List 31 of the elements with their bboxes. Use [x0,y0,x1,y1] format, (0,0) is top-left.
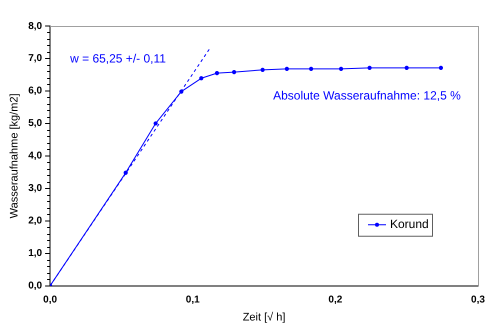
y-tick-label: 8,0 [28,20,43,32]
y-tick-label: 3,0 [28,183,43,194]
y-tick-label: 6,0 [28,86,43,97]
annotation: w = 65,25 +/- 0,11 [69,51,166,66]
x-tick-label: 0,2 [328,294,343,306]
point [214,70,220,76]
y-tick-label: 5,0 [28,118,43,130]
point [284,66,289,71]
y-tick-label: 4,0 [28,150,43,162]
x-axis-title: Zeit [√ h] [242,311,286,324]
y-tick-label: 1,0 [28,248,43,260]
x-tick-label: 0,0 [43,294,58,306]
point [260,68,265,72]
point [154,121,158,126]
annotation: Absolute Wasseraufnahme: 12,5 % [273,88,462,102]
point [199,76,204,80]
x-tick-label: 0,3 [471,294,486,306]
y-axis-title: Wasseraufnahme [kg/m2] [8,93,21,218]
y-tick-label: 0,0 [28,280,43,292]
y-tick-label: 7,0 [28,53,43,64]
point [179,90,184,94]
point [438,66,444,70]
point [232,70,236,74]
point [404,66,409,70]
point [124,170,128,175]
point [368,66,372,70]
point [309,66,314,71]
y-tick-label: 2,0 [28,216,43,227]
x-tick-label: 0,1 [186,294,200,306]
point [338,66,344,71]
legend-label: Korund [390,217,429,232]
